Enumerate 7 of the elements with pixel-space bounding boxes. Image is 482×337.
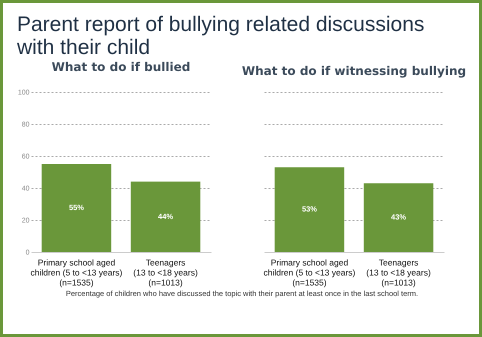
x-tick-label: Teenagers (13 to <18 years) (n=1013) [133, 258, 198, 288]
chart-subtitle: What to do if witnessing bullying [242, 64, 466, 78]
x-tick-label: Primary school aged children (5 to <13 years) (n=1535) [263, 258, 356, 288]
x-tick-label: Primary school aged children (5 to <13 years) (n=1535) [30, 258, 123, 288]
x-tick-label: Teenagers (13 to <18 years) (n=1013) [366, 258, 431, 288]
chart-subtitle: What to do if bullied [52, 60, 190, 74]
chart-title: Parent report of bullying related discussions with their child [17, 13, 426, 59]
